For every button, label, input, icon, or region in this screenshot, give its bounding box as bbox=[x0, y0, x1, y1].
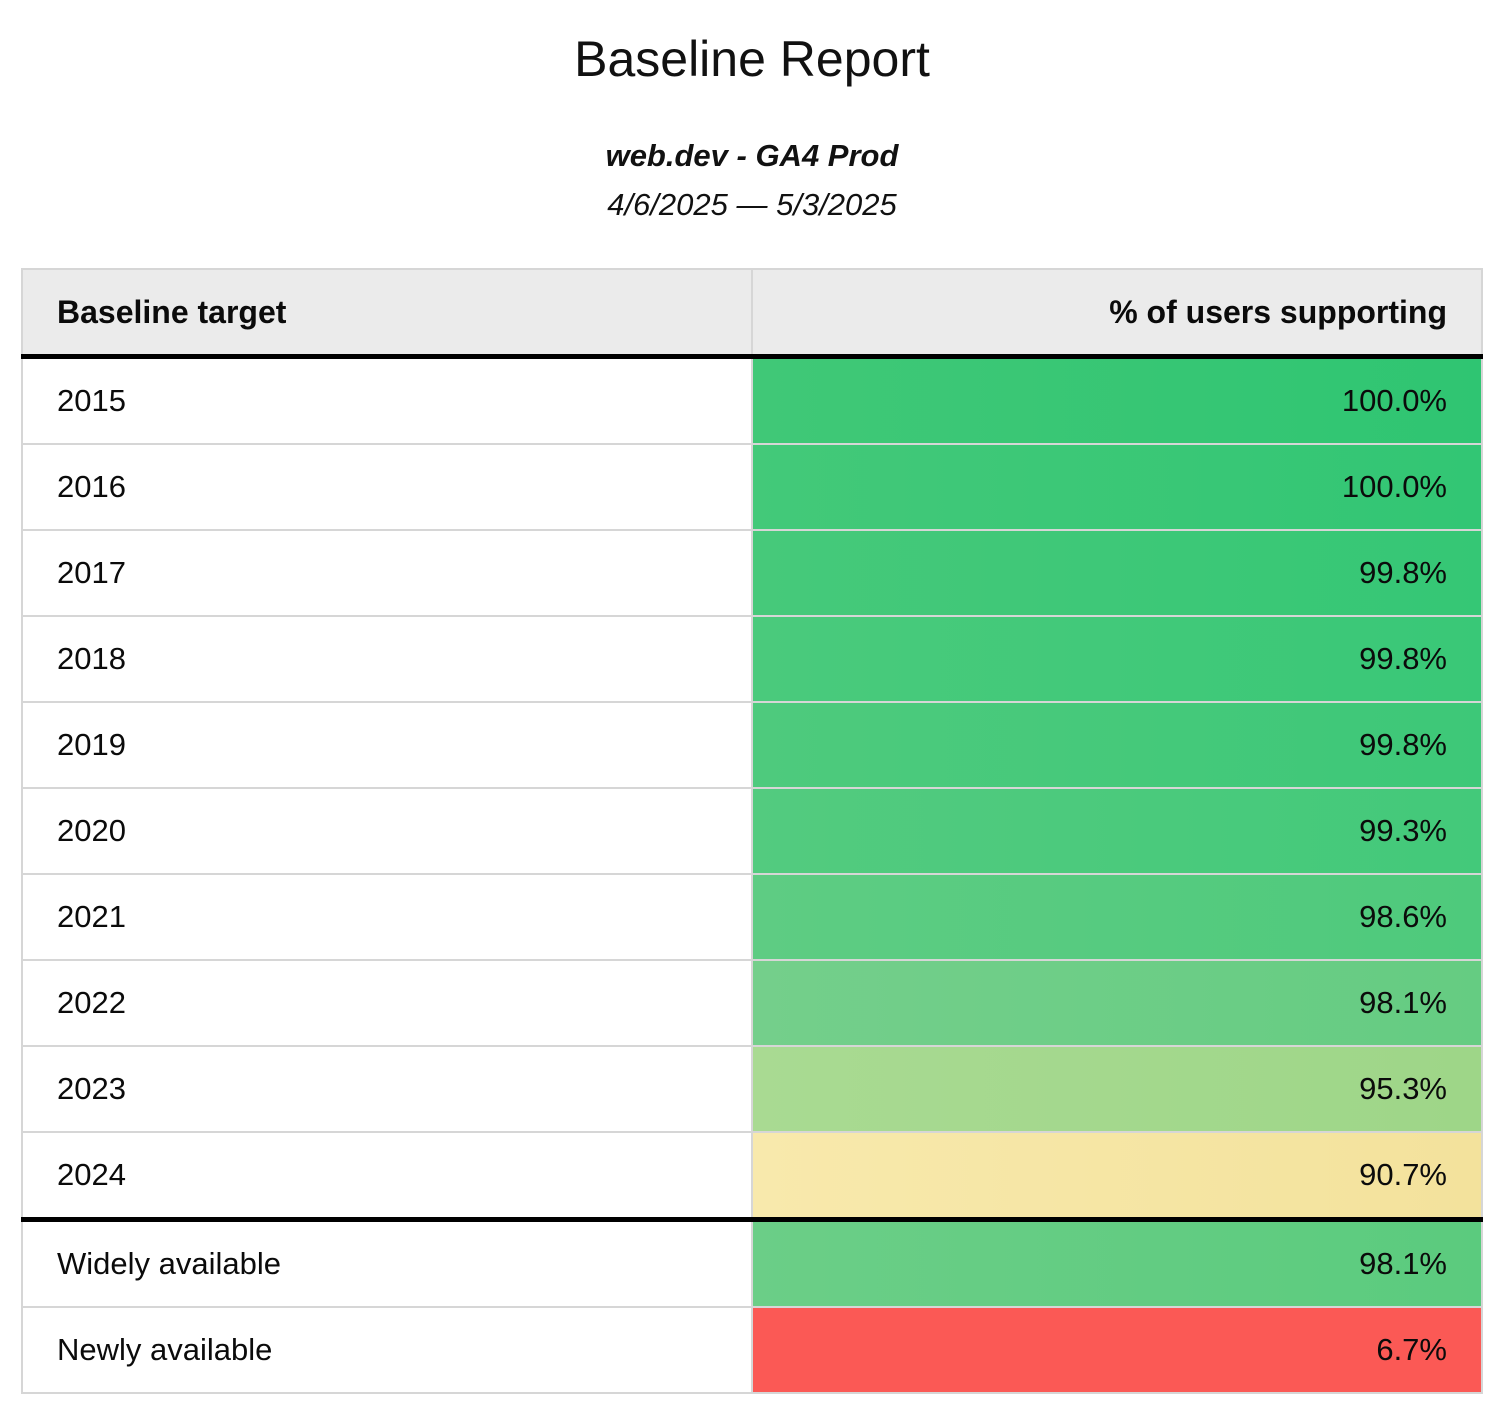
table-row: 2023 95.3% bbox=[21, 1045, 1483, 1133]
baseline-target-cell: 2023 bbox=[21, 1045, 753, 1133]
table-row: 2021 98.6% bbox=[21, 873, 1483, 961]
baseline-target-cell: Newly available bbox=[21, 1306, 753, 1394]
table-row: 2024 90.7% bbox=[21, 1131, 1483, 1221]
support-percentage-cell: 98.1% bbox=[751, 1217, 1483, 1308]
baseline-target-cell: 2017 bbox=[21, 529, 753, 617]
baseline-target-cell: 2021 bbox=[21, 873, 753, 961]
table-header-row: Baseline target % of users supporting bbox=[21, 268, 1483, 359]
baseline-target-cell: 2016 bbox=[21, 443, 753, 531]
baseline-target-cell: 2024 bbox=[21, 1131, 753, 1221]
support-percentage-cell: 6.7% bbox=[751, 1306, 1483, 1394]
baseline-table: Baseline target % of users supporting 20… bbox=[21, 268, 1483, 1394]
baseline-target-cell: 2020 bbox=[21, 787, 753, 875]
support-percentage-cell: 99.8% bbox=[751, 615, 1483, 703]
column-header-users-supporting: % of users supporting bbox=[751, 268, 1483, 359]
table-row: 2017 99.8% bbox=[21, 529, 1483, 617]
support-percentage-cell: 99.8% bbox=[751, 701, 1483, 789]
support-percentage-cell: 99.3% bbox=[751, 787, 1483, 875]
report-date-range: 4/6/2025 — 5/3/2025 bbox=[607, 187, 897, 222]
baseline-target-cell: 2018 bbox=[21, 615, 753, 703]
table-body: 2015 100.0% 2016 100.0% 2017 99.8% 2018 99.8% 20… bbox=[21, 355, 1483, 1394]
support-percentage-cell: 90.7% bbox=[751, 1131, 1483, 1221]
baseline-target-cell: Widely available bbox=[21, 1217, 753, 1308]
baseline-target-cell: 2015 bbox=[21, 355, 753, 445]
table-row: 2016 100.0% bbox=[21, 443, 1483, 531]
table-row: 2020 99.3% bbox=[21, 787, 1483, 875]
table-row: 2015 100.0% bbox=[21, 355, 1483, 445]
page-title: Baseline Report bbox=[574, 31, 930, 87]
support-percentage-cell: 95.3% bbox=[751, 1045, 1483, 1133]
column-header-baseline-target: Baseline target bbox=[21, 268, 753, 359]
baseline-target-cell: 2019 bbox=[21, 701, 753, 789]
table-row: Newly available 6.7% bbox=[21, 1306, 1483, 1394]
support-percentage-cell: 100.0% bbox=[751, 443, 1483, 531]
table-row: Widely available 98.1% bbox=[21, 1217, 1483, 1308]
table-row: 2019 99.8% bbox=[21, 701, 1483, 789]
support-percentage-cell: 99.8% bbox=[751, 529, 1483, 617]
table-row: 2022 98.1% bbox=[21, 959, 1483, 1047]
support-percentage-cell: 98.6% bbox=[751, 873, 1483, 961]
report-property-name: web.dev - GA4 Prod bbox=[605, 138, 899, 173]
support-percentage-cell: 98.1% bbox=[751, 959, 1483, 1047]
baseline-target-cell: 2022 bbox=[21, 959, 753, 1047]
support-percentage-cell: 100.0% bbox=[751, 355, 1483, 445]
table-row: 2018 99.8% bbox=[21, 615, 1483, 703]
